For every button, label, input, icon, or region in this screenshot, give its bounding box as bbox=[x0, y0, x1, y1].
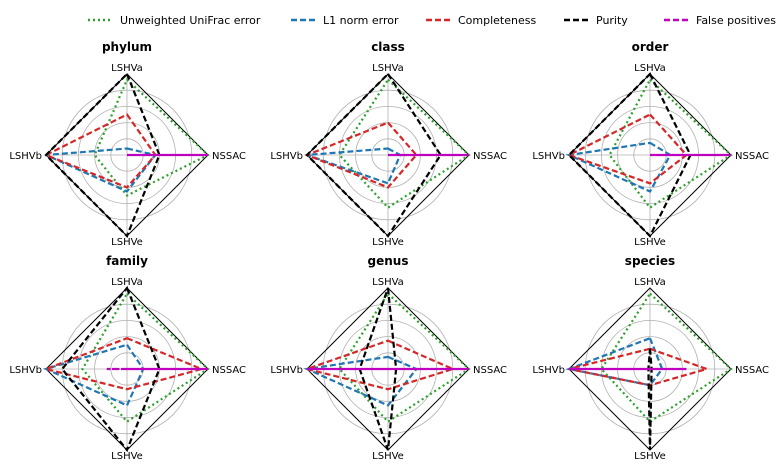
series-unweighted-unifrac-error bbox=[338, 291, 471, 424]
axis-label-nssac: NSSAC bbox=[473, 365, 507, 376]
axis-label-nssac: NSSAC bbox=[212, 365, 246, 376]
axis-label-lshvb: LSHVb bbox=[9, 151, 42, 162]
panel-title: order bbox=[632, 40, 669, 54]
series-purity bbox=[647, 348, 653, 451]
axis-label-lshvb: LSHVb bbox=[270, 365, 303, 376]
axis-label-lshve: LSHVe bbox=[634, 237, 666, 248]
axis-label-lshve: LSHVe bbox=[372, 237, 404, 248]
series-unweighted-unifrac-error bbox=[608, 77, 733, 210]
series-unweighted-unifrac-error bbox=[93, 77, 210, 197]
series-unweighted-unifrac-error bbox=[81, 291, 210, 424]
axis-label-lshvb: LSHVb bbox=[270, 151, 303, 162]
axis-label-nssac: NSSAC bbox=[735, 365, 769, 376]
series-l1-norm-error bbox=[565, 141, 672, 193]
axis-label-nssac: NSSAC bbox=[473, 151, 507, 162]
series-purity bbox=[567, 72, 692, 238]
series-l1-norm-error bbox=[42, 343, 145, 407]
axis-label-nssac: NSSAC bbox=[735, 151, 769, 162]
axis-label-lshve: LSHVe bbox=[111, 451, 143, 462]
series-completeness bbox=[304, 121, 418, 189]
series-completeness bbox=[42, 337, 205, 391]
panel-title: class bbox=[371, 40, 405, 54]
series-completeness bbox=[303, 339, 456, 391]
series-l1-norm-error bbox=[303, 355, 419, 407]
panel-title: phylum bbox=[102, 40, 152, 54]
axis-label-lshva: LSHVa bbox=[111, 277, 143, 288]
series-l1-norm-error bbox=[45, 147, 158, 193]
legend-label-unweighted-unifrac-error: Unweighted UniFrac error bbox=[120, 14, 261, 27]
series-purity bbox=[358, 287, 398, 451]
series-completeness bbox=[568, 347, 711, 387]
axis-label-lshva: LSHVa bbox=[111, 63, 143, 74]
axis-label-lshva: LSHVa bbox=[372, 277, 404, 288]
axis-label-lshvb: LSHVb bbox=[532, 151, 565, 162]
axis-label-lshve: LSHVe bbox=[372, 451, 404, 462]
radar-panel-order: order LSHVa NSSAC LSHVe LSHVb bbox=[532, 40, 769, 248]
legend: Unweighted UniFrac error L1 norm error Com… bbox=[88, 14, 776, 27]
series-completeness bbox=[566, 113, 689, 185]
radar-panel-genus: genus LSHVa NSSAC LSHVe LSHVb bbox=[270, 254, 507, 462]
legend-label-purity: Purity bbox=[596, 14, 628, 27]
legend-label-l1-norm-error: L1 norm error bbox=[323, 14, 399, 27]
radar-panel-species: species LSHVa NSSAC LSHVe LSHVb bbox=[532, 254, 769, 462]
axis-label-lshva: LSHVa bbox=[372, 63, 404, 74]
series-completeness bbox=[43, 113, 157, 189]
panel-title: genus bbox=[368, 254, 409, 268]
radar-panel-phylum: phylum LSHVa NSSAC LSHVe LSHVb bbox=[9, 40, 246, 248]
radar-panels: phylum LSHVa NSSAC LSHVe LSHVb class LSHVa NSSA… bbox=[9, 40, 769, 462]
series-purity bbox=[60, 285, 161, 453]
legend-label-false-positives: False positives bbox=[696, 14, 776, 27]
series-l1-norm-error bbox=[565, 336, 664, 387]
series-l1-norm-error bbox=[306, 147, 402, 185]
legend-label-completeness: Completeness bbox=[458, 14, 536, 27]
axis-label-lshve: LSHVe bbox=[634, 451, 666, 462]
panel-title: species bbox=[625, 254, 675, 268]
panel-title: family bbox=[106, 254, 148, 268]
axis-label-lshve: LSHVe bbox=[111, 237, 143, 248]
radar-panel-family: family LSHVa NSSAC LSHVe LSHVb bbox=[9, 254, 246, 462]
radar-panel-class: class LSHVa NSSAC LSHVe LSHVb bbox=[270, 40, 507, 248]
series-unweighted-unifrac-error bbox=[600, 291, 733, 424]
axis-label-lshvb: LSHVb bbox=[532, 365, 565, 376]
axis-label-lshva: LSHVa bbox=[634, 63, 666, 74]
series-purity bbox=[305, 72, 442, 238]
series-purity bbox=[44, 72, 161, 238]
axis-label-lshvb: LSHVb bbox=[9, 365, 42, 376]
axis-label-lshva: LSHVa bbox=[634, 277, 666, 288]
axis-label-nssac: NSSAC bbox=[212, 151, 246, 162]
